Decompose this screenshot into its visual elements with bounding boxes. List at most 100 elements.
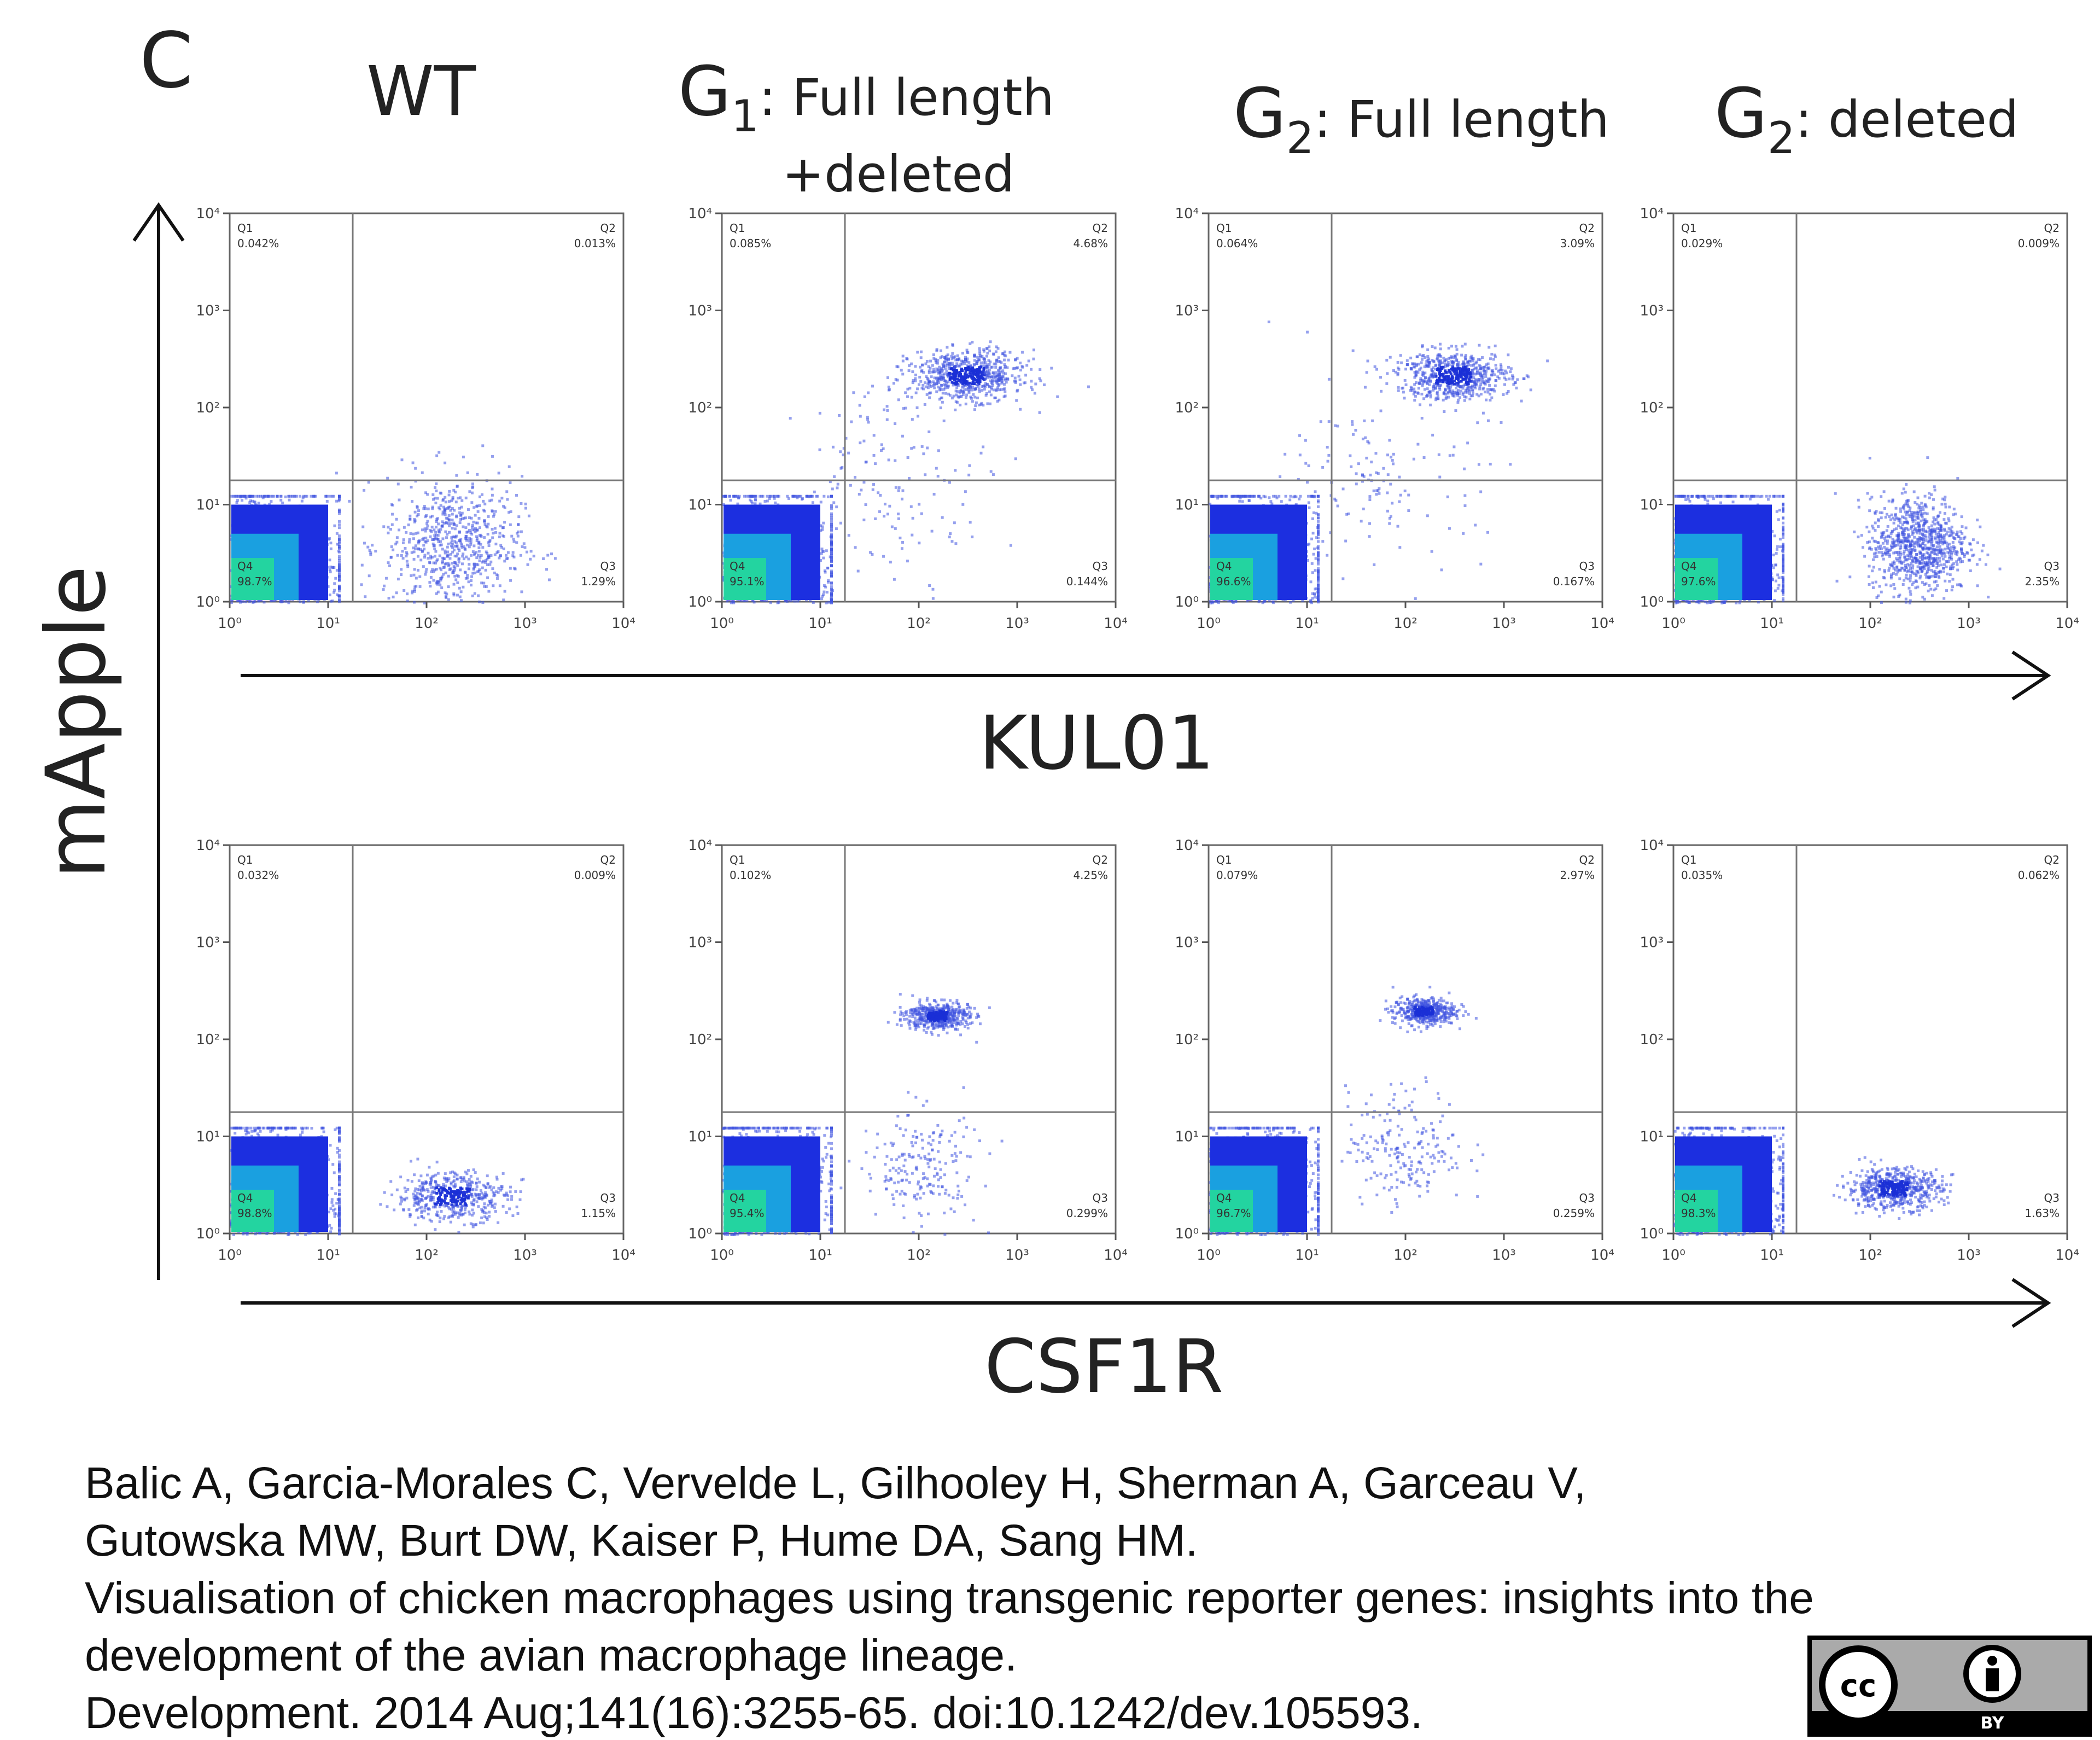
data-point [406,565,410,568]
data-point [1402,391,1405,394]
data-point [874,462,877,465]
data-point [1463,383,1467,387]
data-point [1442,398,1445,401]
data-point [470,501,474,504]
data-point [1465,368,1468,371]
data-point [1236,494,1239,498]
data-point [1297,478,1300,481]
data-point [1416,443,1420,446]
data-point [529,550,533,553]
data-point [1389,356,1392,359]
data-point [1233,494,1236,498]
data-point [413,590,416,593]
data-point [830,581,833,585]
data-point [966,351,970,354]
data-point [257,600,260,603]
data-point [765,599,768,602]
data-point [441,513,445,516]
data-point [425,522,429,525]
data-point [457,497,460,500]
data-point [328,537,331,540]
data-point [1463,395,1466,398]
data-point [1317,557,1320,560]
data-point [830,555,833,558]
data-point [1507,353,1510,357]
data-point [1432,388,1435,392]
data-point [430,555,434,558]
data-point [981,373,984,376]
data-point [1457,398,1460,401]
data-point [1447,386,1450,389]
data-point [338,555,341,558]
data-point [1426,394,1429,397]
data-point [440,492,443,495]
data-point [1507,365,1510,369]
data-point [244,600,247,603]
data-point [444,591,447,595]
data-point [493,513,496,516]
data-point [522,542,526,545]
data-point [842,447,845,450]
data-point [464,526,468,529]
data-point [1511,377,1514,381]
data-point [1471,385,1474,388]
data-point [1445,358,1448,362]
data-point [1486,366,1489,370]
data-point [434,501,438,504]
data-point [924,473,927,476]
data-point [974,387,977,390]
data-point [480,554,483,557]
data-point [966,375,970,379]
data-point [451,497,454,501]
data-point [489,560,493,563]
data-point [975,362,978,365]
data-point [1004,390,1007,393]
data-point [971,370,974,373]
data-point [897,486,901,490]
data-point [305,494,308,498]
data-point [498,536,501,539]
data-point [982,364,985,368]
data-point [975,360,978,364]
data-point [405,551,408,554]
data-point [444,562,447,565]
quadrant-value: 98.7% [237,575,272,588]
data-point [1375,368,1379,371]
data-point [1491,371,1495,374]
data-point [883,503,886,506]
data-point [1292,496,1296,499]
data-point [830,526,833,529]
data-point [412,601,416,604]
data-point [448,490,451,493]
data-point [1455,390,1459,393]
data-point [338,520,341,523]
data-point [1446,378,1449,381]
y-tick-label: 10⁴ [688,206,712,222]
data-point [956,354,959,357]
data-point [871,385,874,388]
data-point [1446,376,1449,379]
data-point [831,445,835,449]
data-point [998,370,1001,374]
data-point [1494,355,1497,358]
data-point [930,385,933,388]
data-point [962,359,965,363]
data-point [728,494,731,498]
data-point [946,353,949,357]
data-point [1423,379,1426,382]
data-point [1310,562,1314,565]
column-title-g1-line2: +deleted [782,145,1015,203]
data-point [971,386,975,389]
data-point [926,446,929,450]
data-point [950,357,954,360]
data-point [427,551,430,555]
data-point [985,383,989,386]
data-point [453,509,456,512]
data-point [832,501,836,504]
data-point [761,598,765,602]
data-point [436,497,439,500]
data-point [1440,367,1444,370]
data-point [1397,368,1401,371]
data-point [985,347,988,350]
data-point [426,493,429,496]
